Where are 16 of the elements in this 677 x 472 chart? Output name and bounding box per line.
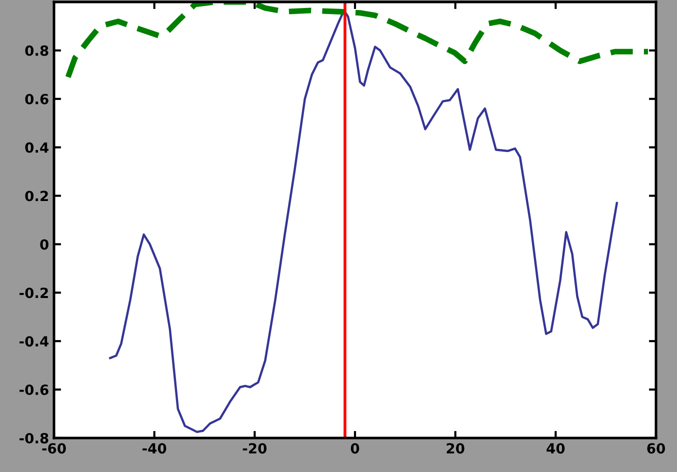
y-tick-label: -0.8	[20, 432, 48, 444]
x-tick-label: 60	[647, 443, 665, 454]
y-tick-label: -0.2	[20, 288, 48, 298]
y-tick-label: 0	[40, 239, 48, 250]
y-tick-label: 0.6	[25, 94, 48, 104]
x-tick-label: 20	[446, 443, 464, 454]
y-tick-label: -0.4	[20, 336, 48, 347]
x-tick-label: 40	[546, 443, 565, 454]
x-tick-label: -20	[242, 443, 267, 454]
y-tick-label: -0.6	[20, 384, 48, 396]
x-tick-label: 0	[350, 443, 360, 454]
y-tick-label: 0.4	[25, 142, 48, 153]
y-tick-label: 0.8	[25, 45, 48, 56]
x-tick-label: -60	[42, 443, 66, 454]
y-tick-label: 0.2	[25, 190, 48, 202]
x-tick-label: -40	[142, 443, 166, 454]
